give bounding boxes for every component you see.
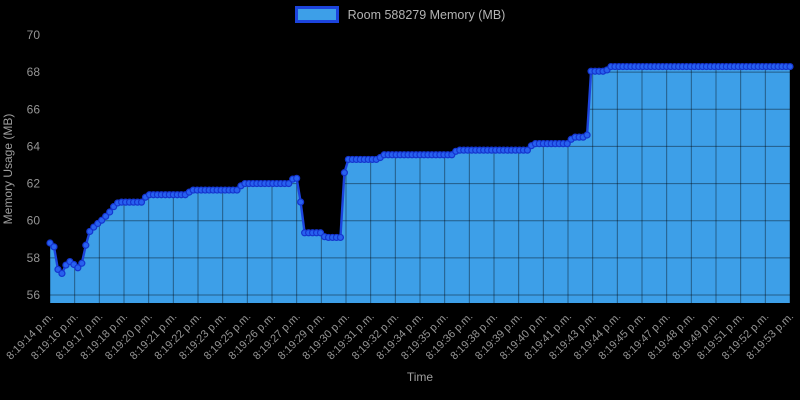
data-point-marker: [293, 174, 301, 182]
data-point-marker: [82, 241, 90, 249]
data-point-marker: [563, 140, 571, 148]
legend-swatch-icon: [294, 6, 339, 23]
data-point-marker: [285, 179, 293, 188]
y-axis-title: Memory Usage (MB): [1, 114, 15, 225]
y-tick-label: 66: [27, 102, 41, 116]
data-point-marker: [786, 62, 794, 71]
y-tick-label: 60: [27, 214, 41, 228]
data-point-marker: [86, 227, 94, 236]
data-point-marker: [297, 198, 305, 206]
data-point-marker: [102, 212, 110, 220]
series-area-fill: [50, 66, 790, 303]
y-tick-label: 58: [27, 251, 41, 265]
legend[interactable]: Room 588279 Memory (MB): [0, 6, 800, 23]
data-point-marker: [523, 146, 532, 154]
data-point-marker: [137, 198, 146, 206]
legend-label: Room 588279 Memory (MB): [347, 7, 506, 22]
y-tick-label: 70: [27, 28, 41, 42]
y-tick-label: 62: [27, 177, 41, 191]
data-point-marker: [106, 208, 114, 216]
data-point-marker: [74, 264, 82, 272]
y-tick-label: 64: [27, 139, 41, 153]
data-point-marker: [340, 169, 349, 177]
data-point-markers: [46, 62, 794, 278]
data-point-marker: [583, 131, 591, 139]
data-point-marker: [58, 269, 66, 278]
data-point-marker: [78, 259, 86, 267]
y-tick-label: 56: [27, 288, 41, 302]
data-point-marker: [50, 243, 58, 251]
x-axis-title: Time: [407, 370, 434, 384]
data-point-marker: [233, 186, 241, 194]
y-tick-label: 68: [27, 65, 41, 79]
data-point-marker: [336, 233, 345, 242]
